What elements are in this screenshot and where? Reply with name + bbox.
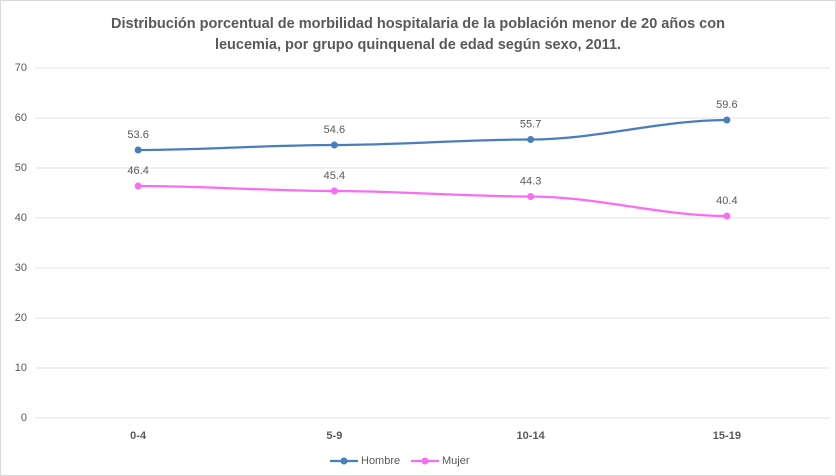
x-tick-label: 10-14 [517,430,546,442]
y-tick-label: 40 [15,212,27,224]
data-label: 44.3 [520,175,541,187]
y-tick-label: 10 [15,362,27,374]
data-point [330,141,338,149]
data-point [527,136,535,143]
data-label: 40.4 [716,195,737,207]
y-tick-label: 20 [15,312,27,324]
data-point [330,187,338,195]
data-point [723,116,731,124]
data-label: 45.4 [324,170,345,182]
series-line [138,118,727,152]
data-point [527,193,535,200]
legend-marker [340,457,348,465]
legend-label: Hombre [361,455,400,467]
data-label: 55.7 [520,118,541,130]
data-label: 46.4 [127,165,148,177]
data-point [134,146,142,154]
legend-marker [421,457,429,465]
y-tick-label: 70 [15,62,27,74]
y-tick-label: 50 [15,162,27,174]
x-tick-label: 5-9 [326,430,342,442]
x-tick-label: 15-19 [713,430,741,442]
data-label: 59.6 [716,99,737,111]
x-tick-label: 0-4 [130,430,147,442]
data-point [723,212,731,220]
data-label: 54.6 [324,124,345,136]
data-label: 53.6 [127,129,148,141]
y-tick-label: 0 [21,412,27,424]
legend-label: Mujer [442,455,470,467]
series-line [138,184,727,218]
chart-title: Distribución porcentual de morbilidad ho… [111,16,725,53]
data-point [134,182,142,190]
y-tick-label: 60 [15,112,27,124]
y-tick-label: 30 [15,262,27,274]
